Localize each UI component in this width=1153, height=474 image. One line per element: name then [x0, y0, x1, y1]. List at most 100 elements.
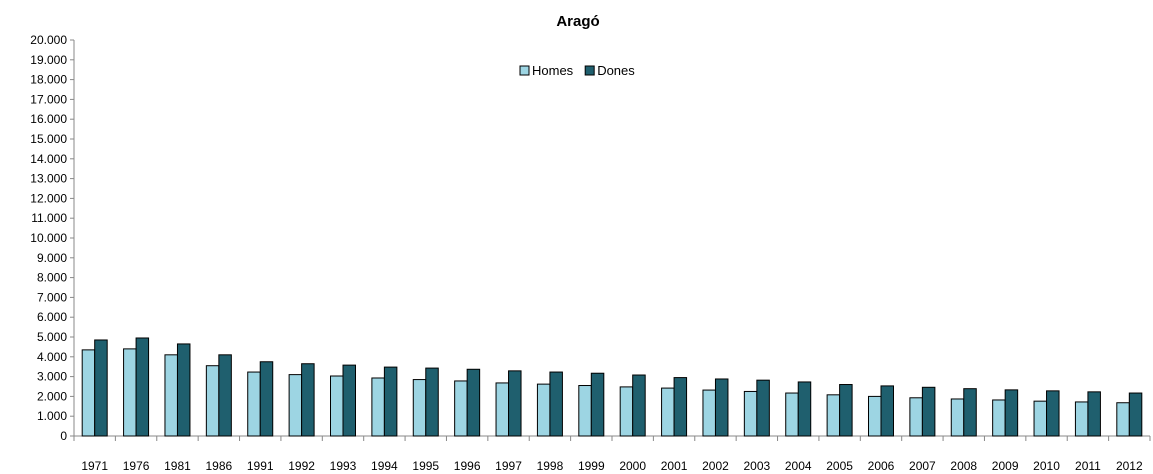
- x-tick-label: 2005: [826, 459, 853, 473]
- y-axis: 0 1.000 2.000 3.000 4.000 5.000 6.000 7.000 8.00…: [30, 33, 75, 443]
- y-tick-label: 13.000: [30, 172, 67, 186]
- bar-dones: [797, 381, 812, 437]
- legend: Homes Dones: [519, 63, 635, 78]
- bar-homes: [536, 383, 551, 437]
- x-tick-label: 1997: [495, 459, 522, 473]
- y-tick-label: 3.000: [37, 370, 67, 384]
- y-tick-label: 15.000: [30, 132, 67, 146]
- x-tick-label: 1986: [205, 459, 232, 473]
- bar-homes: [909, 397, 923, 437]
- x-tick-label: 1992: [288, 459, 315, 473]
- bar-homes: [330, 375, 344, 437]
- bar-homes: [992, 399, 1006, 437]
- y-tick-label: 8.000: [37, 271, 67, 285]
- bar-dones: [342, 364, 356, 437]
- x-tick-label: 2009: [992, 459, 1019, 473]
- y-tick-label: 11.000: [31, 211, 67, 225]
- bar-dones: [921, 386, 936, 437]
- bar-dones: [880, 385, 894, 437]
- x-tick-label: 2004: [785, 459, 812, 473]
- x-tick-label: 1991: [247, 459, 274, 473]
- legend-swatch-homes: [519, 65, 530, 76]
- x-tick-label: 2008: [950, 459, 977, 473]
- bar-dones: [673, 377, 688, 437]
- bar-dones: [590, 372, 605, 437]
- bar-homes: [1033, 400, 1048, 437]
- bar-homes: [868, 395, 882, 437]
- x-tick-label: 2012: [1116, 459, 1143, 473]
- bar-dones: [94, 339, 108, 437]
- bar-homes: [123, 348, 137, 437]
- legend-label-dones: Dones: [597, 63, 635, 78]
- bar-homes: [743, 390, 758, 437]
- bar-homes: [950, 398, 965, 437]
- bar-dones: [425, 367, 439, 437]
- bar-dones: [1046, 390, 1060, 437]
- y-tick-label: 1.000: [37, 409, 67, 423]
- bar-homes: [205, 365, 220, 437]
- bar-dones: [1128, 392, 1143, 437]
- bar-homes: [495, 382, 510, 437]
- bar-dones: [176, 343, 191, 437]
- bar-homes: [661, 387, 675, 437]
- x-tick-label: 2011: [1075, 459, 1101, 473]
- x-tick-label: 2000: [619, 459, 646, 473]
- y-tick-label: 6.000: [37, 310, 67, 324]
- bar-homes: [619, 386, 634, 437]
- x-tick-label: 1999: [578, 459, 605, 473]
- x-tick-label: 1993: [330, 459, 357, 473]
- bar-dones: [466, 368, 481, 437]
- bar-homes: [1074, 401, 1089, 437]
- bar-homes: [412, 379, 427, 437]
- y-tick-label: 9.000: [37, 251, 67, 265]
- y-tick-label: 12.000: [30, 191, 67, 205]
- bar-dones: [839, 384, 853, 437]
- bar-homes: [81, 349, 96, 437]
- bar-homes: [164, 354, 178, 437]
- x-axis: 1971 1976 1981 1986 1991 1992 1993 1994 1995 1996…: [73, 435, 1151, 473]
- x-tick-label: 1994: [371, 459, 398, 473]
- y-tick-label: 2.000: [37, 389, 67, 403]
- bar-homes: [785, 392, 799, 437]
- x-tick-label: 1981: [164, 459, 191, 473]
- y-tick-label: 14.000: [30, 152, 67, 166]
- bar-homes: [578, 385, 592, 437]
- x-tick-label: 2010: [1033, 459, 1060, 473]
- x-tick-label: 1976: [123, 459, 150, 473]
- bar-dones: [632, 374, 646, 437]
- bar-dones: [135, 337, 150, 437]
- bar-homes: [454, 380, 468, 437]
- x-tick-label: 1996: [454, 459, 481, 473]
- bar-dones: [963, 388, 977, 437]
- y-tick-label: 4.000: [37, 350, 67, 364]
- y-tick-label: 18.000: [30, 73, 67, 87]
- x-tick-label: 1971: [81, 459, 108, 473]
- y-tick-label: 0: [60, 429, 67, 443]
- y-tick-label: 10.000: [30, 231, 67, 245]
- bars: [81, 337, 1143, 437]
- x-tick-label: 2007: [909, 459, 936, 473]
- bar-homes: [1116, 402, 1130, 437]
- y-tick-label: 5.000: [37, 330, 67, 344]
- bar-homes: [702, 389, 716, 437]
- x-tick-label: 2002: [702, 459, 729, 473]
- x-tick-label: 1998: [537, 459, 564, 473]
- bar-homes: [247, 371, 261, 437]
- chart-title: Aragó: [556, 13, 599, 30]
- bar-dones: [549, 371, 563, 437]
- bar-homes: [826, 394, 841, 437]
- bar-homes: [288, 374, 303, 437]
- bar-dones: [259, 361, 274, 437]
- y-tick-label: 20.000: [30, 33, 67, 47]
- bar-dones: [508, 370, 522, 437]
- bar-dones: [1004, 389, 1019, 437]
- bar-dones: [301, 363, 315, 437]
- x-tick-label: 2003: [743, 459, 770, 473]
- bar-dones: [1087, 391, 1101, 437]
- y-tick-label: 7.000: [37, 290, 67, 304]
- x-tick-label: 2006: [868, 459, 895, 473]
- y-tick-label: 16.000: [30, 112, 67, 126]
- x-tick-label: 1995: [412, 459, 439, 473]
